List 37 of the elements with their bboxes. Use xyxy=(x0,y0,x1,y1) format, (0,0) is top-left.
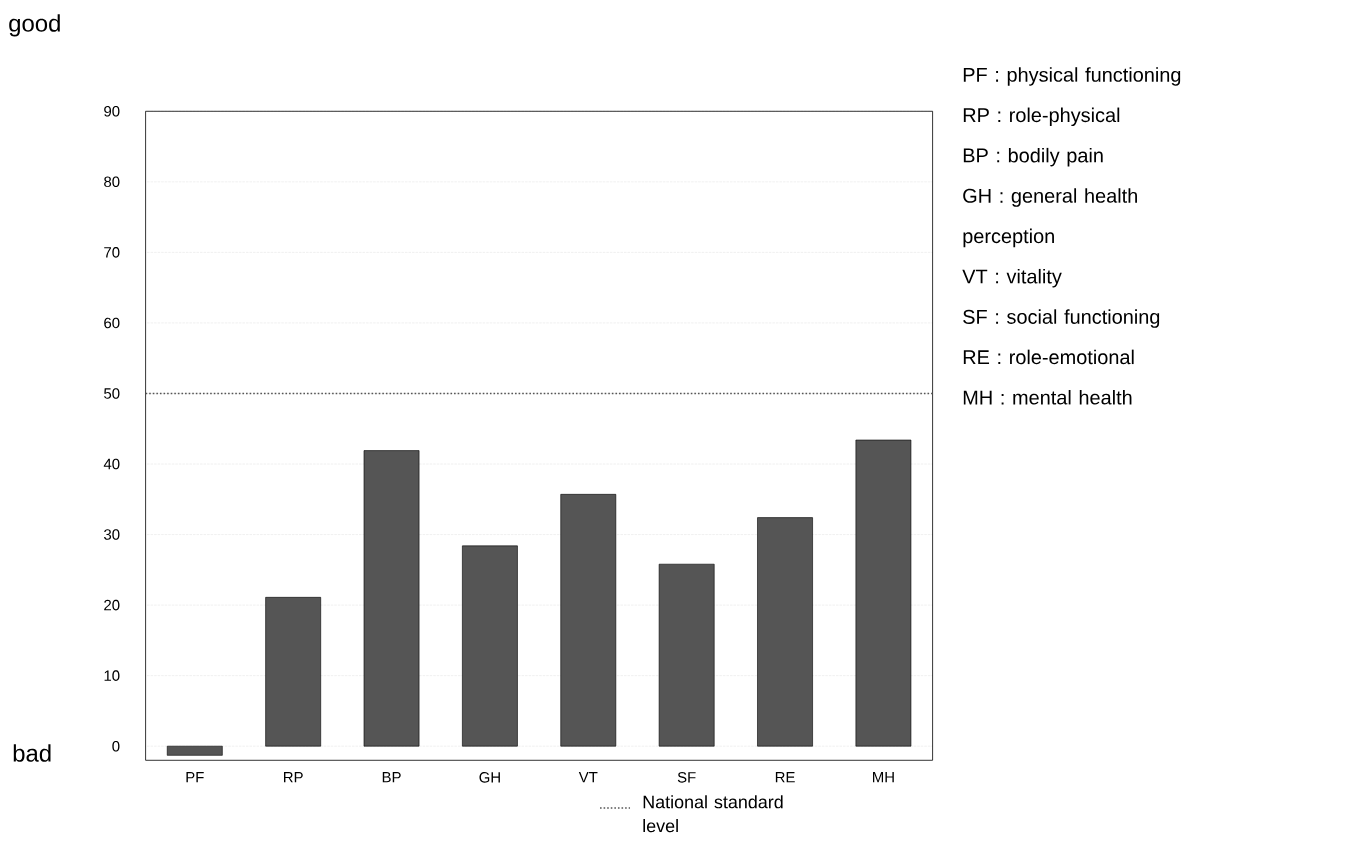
y-tick-label: 70 xyxy=(104,247,120,258)
y-tick-label: 60 xyxy=(104,317,120,329)
text: GH : general health perception xyxy=(963,188,1137,248)
text: PF : physical functioning xyxy=(963,67,1181,86)
y-tick-label: 90 xyxy=(104,105,120,117)
x-tick-label: PF xyxy=(186,772,204,783)
text: VT : vitality xyxy=(962,268,1062,288)
text: RP : role-physical xyxy=(963,107,1120,127)
text: SF : social functioning xyxy=(963,309,1160,328)
x-tick-label: RP xyxy=(284,772,303,783)
bar xyxy=(560,494,617,747)
bar xyxy=(658,563,715,747)
text: good xyxy=(9,14,60,37)
y-tick-label: 10 xyxy=(104,670,120,681)
text: RE : role-emotional xyxy=(963,349,1134,365)
text: BP : bodily pain xyxy=(963,147,1103,167)
bar xyxy=(855,439,912,747)
bar xyxy=(265,597,322,747)
text: bad xyxy=(13,744,51,762)
legend-label: National standard level xyxy=(643,795,783,833)
x-tick-label: VT xyxy=(578,772,598,783)
bar xyxy=(757,517,813,747)
x-tick-label: GH xyxy=(479,772,500,783)
x-tick-label: MH xyxy=(873,772,894,783)
y-tick-label: 50 xyxy=(104,388,120,399)
text: MH : mental health xyxy=(963,389,1132,405)
y-tick-label: 0 xyxy=(112,740,120,752)
y-tick-label: 80 xyxy=(104,176,120,188)
y-tick-label: 30 xyxy=(104,529,120,540)
x-tick-label: RE xyxy=(775,772,795,783)
x-tick-label: BP xyxy=(382,772,401,783)
x-tick-label: SF xyxy=(677,772,696,783)
bar xyxy=(462,545,518,747)
y-tick-label: 20 xyxy=(104,599,120,611)
y-tick-label: 40 xyxy=(103,458,120,470)
bar xyxy=(363,450,420,747)
bar xyxy=(166,745,223,756)
